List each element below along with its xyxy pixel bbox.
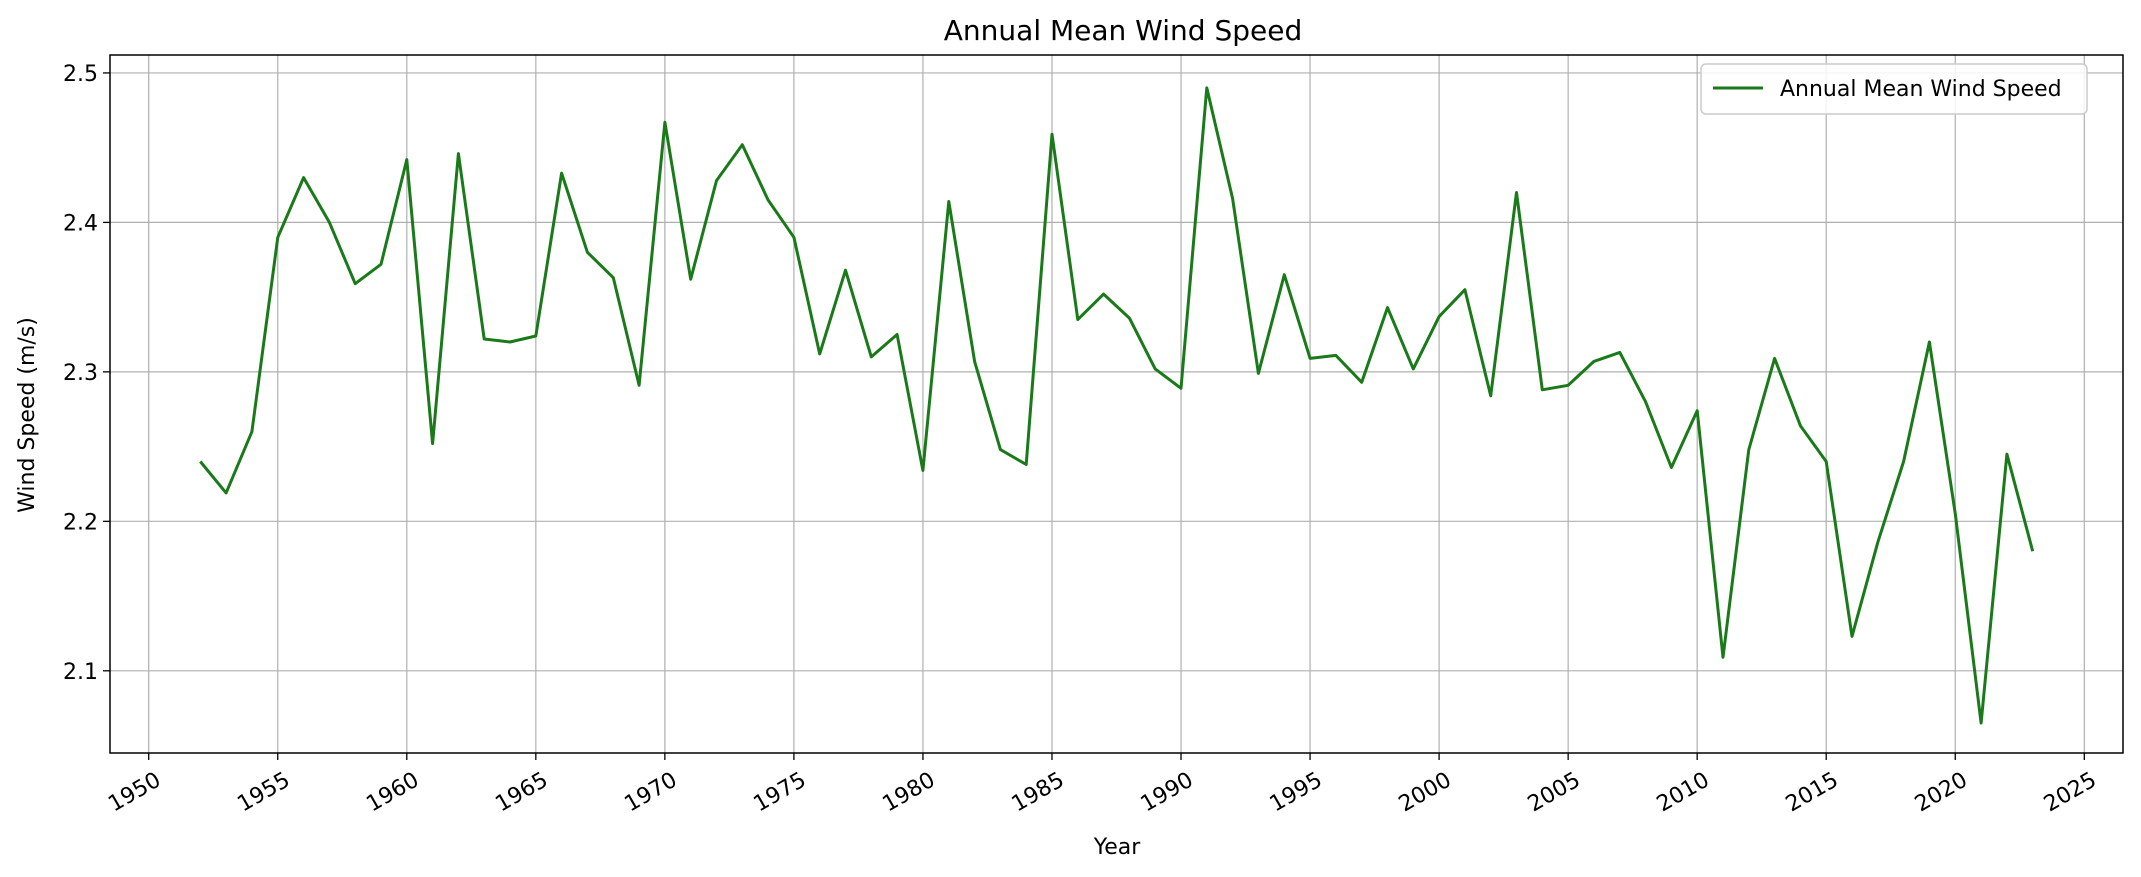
series-layer <box>199 86 2035 725</box>
x-axis-label: Year <box>1093 835 1142 860</box>
legend-box <box>1700 63 2088 115</box>
y-axis-label: Wind Speed (m/s) <box>15 317 40 513</box>
y-tick-label: 2.2 <box>63 510 98 535</box>
y-tick-label: 2.5 <box>63 62 98 87</box>
legend: Annual Mean Wind Speed <box>1700 63 2088 115</box>
y-tick-label: 2.1 <box>63 660 98 685</box>
plot-frame <box>109 54 2124 754</box>
grid <box>110 55 2123 753</box>
legend-label: Annual Mean Wind Speed <box>1780 77 2062 102</box>
chart-title: Annual Mean Wind Speed <box>944 14 1302 47</box>
y-tick-label: 2.3 <box>63 361 98 386</box>
y-tick-label: 2.4 <box>63 211 98 236</box>
series-line <box>199 86 2035 725</box>
